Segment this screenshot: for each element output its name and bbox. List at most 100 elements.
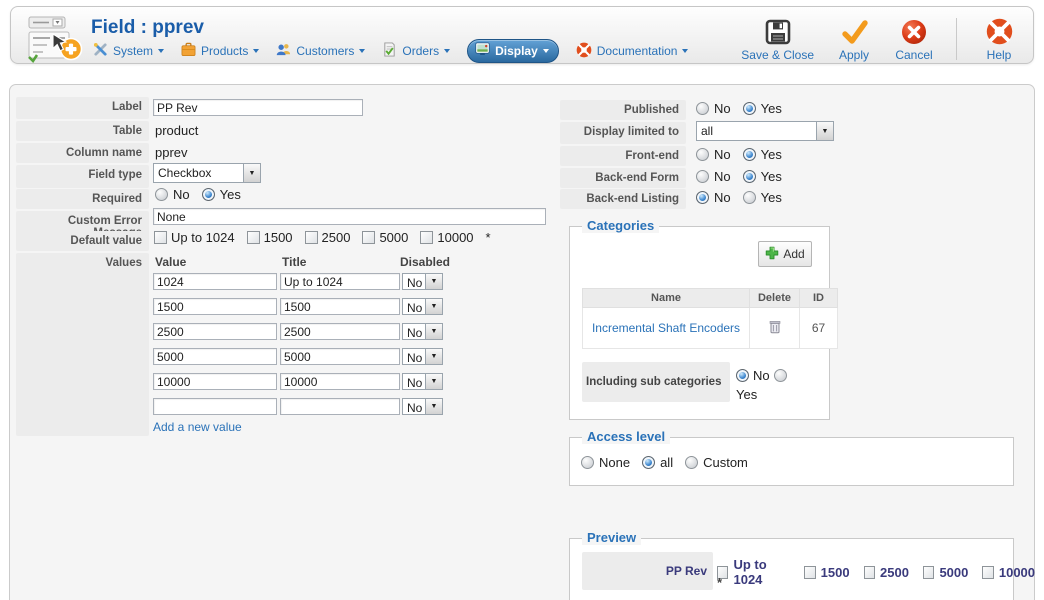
- title-input[interactable]: [280, 273, 400, 290]
- radio-yes[interactable]: [742, 170, 756, 183]
- radio-yes[interactable]: [773, 369, 787, 382]
- radio-yes[interactable]: [742, 148, 756, 161]
- chevron-down-icon: [444, 49, 451, 53]
- disabled-select[interactable]: No ▼: [402, 298, 443, 315]
- menu-orders[interactable]: Orders: [382, 42, 451, 60]
- value-input[interactable]: [153, 273, 277, 290]
- menu-label: Display: [495, 43, 538, 58]
- disabled-select[interactable]: No ▼: [402, 323, 443, 340]
- label-for-display-limited: Display limited to: [560, 122, 686, 144]
- radio-no[interactable]: [736, 369, 749, 382]
- dropdown-button[interactable]: ▼: [425, 349, 442, 364]
- dropdown-button[interactable]: ▼: [425, 399, 442, 414]
- disabled-select[interactable]: No ▼: [402, 273, 443, 290]
- dropdown-button[interactable]: ▼: [425, 274, 442, 289]
- chevron-down-icon: ▼: [430, 403, 438, 410]
- front-end-radio-group: No Yes: [696, 147, 789, 162]
- categories-legend: Categories: [582, 218, 660, 233]
- display-monitor-icon: [475, 42, 490, 59]
- values-header-title: Title: [282, 255, 307, 269]
- field-type-select[interactable]: Checkbox ▼: [153, 163, 261, 183]
- label-for-table: Table: [16, 121, 149, 141]
- dropdown-button[interactable]: ▼: [816, 122, 833, 140]
- title-input[interactable]: [280, 398, 400, 415]
- radio-custom[interactable]: [685, 456, 699, 469]
- back-end-listing-radio-group: No Yes: [696, 190, 789, 205]
- display-limited-select[interactable]: all ▼: [696, 121, 834, 141]
- lifering-icon: [576, 42, 592, 61]
- disabled-select[interactable]: No ▼: [402, 373, 443, 390]
- toolbar-divider: [956, 18, 957, 60]
- checkbox[interactable]: [246, 231, 260, 244]
- default-value-checkbox-group: Up to 1024 1500 2500 5000 10000 *: [154, 230, 491, 245]
- checkbox[interactable]: [982, 565, 994, 579]
- menu-label: Orders: [402, 44, 440, 58]
- including-sub-radio-group: No Yes: [736, 368, 808, 402]
- add-new-value-link[interactable]: Add a new value: [153, 420, 242, 434]
- radio-no[interactable]: [155, 188, 168, 201]
- checkbox[interactable]: [154, 231, 167, 244]
- radio-yes[interactable]: [742, 191, 756, 204]
- categories-table-header: Name Delete ID: [582, 288, 838, 308]
- category-link[interactable]: Incremental Shaft Encoders: [591, 321, 741, 335]
- value-input[interactable]: [153, 398, 277, 415]
- menu-display[interactable]: Display: [467, 39, 559, 63]
- title-input[interactable]: [280, 348, 400, 365]
- disabled-select[interactable]: No ▼: [402, 398, 443, 415]
- save-close-button[interactable]: Save & Close: [741, 18, 814, 62]
- checkbox[interactable]: [804, 565, 816, 579]
- radio-no[interactable]: [696, 148, 709, 161]
- disabled-select[interactable]: No ▼: [402, 348, 443, 365]
- add-category-button[interactable]: Add: [758, 241, 812, 267]
- dropdown-button[interactable]: ▼: [425, 324, 442, 339]
- header-id: ID: [799, 288, 838, 308]
- field-editor-icon: [27, 16, 83, 64]
- menu-customers[interactable]: Customers: [276, 42, 366, 60]
- title-input[interactable]: [280, 323, 400, 340]
- checkbox[interactable]: [717, 565, 729, 579]
- toolbar-label: Save & Close: [741, 48, 814, 62]
- radio-all[interactable]: [642, 456, 656, 469]
- checkbox[interactable]: [922, 565, 935, 579]
- chevron-down-icon: ▼: [430, 303, 438, 310]
- help-button[interactable]: Help: [979, 18, 1019, 62]
- title-input[interactable]: [280, 298, 400, 315]
- dropdown-button[interactable]: ▼: [243, 164, 260, 182]
- access-level-legend: Access level: [582, 429, 671, 444]
- label-for-column-name: Column name: [16, 143, 149, 163]
- radio-no[interactable]: [696, 191, 709, 204]
- menu-documentation[interactable]: Documentation: [576, 42, 689, 61]
- dropdown-button[interactable]: ▼: [425, 299, 442, 314]
- apply-button[interactable]: Apply: [834, 18, 874, 62]
- checkbox[interactable]: [420, 231, 434, 244]
- dropdown-button[interactable]: ▼: [425, 374, 442, 389]
- add-button-label: Add: [783, 247, 805, 261]
- chevron-down-icon: [682, 49, 689, 53]
- published-radio-group: No Yes: [696, 101, 789, 116]
- radio-no[interactable]: [696, 102, 709, 115]
- cancel-button[interactable]: Cancel: [894, 18, 934, 62]
- preview-field-label: PP Rev: [582, 552, 713, 590]
- radio-yes[interactable]: [742, 102, 756, 115]
- value-input[interactable]: [153, 298, 277, 315]
- radio-yes[interactable]: [201, 188, 215, 201]
- value-input[interactable]: [153, 323, 277, 340]
- value-input[interactable]: [153, 373, 277, 390]
- chevron-down-icon: [253, 49, 260, 53]
- chevron-down-icon: ▼: [430, 328, 438, 335]
- custom-error-input[interactable]: [153, 208, 546, 225]
- menu-products[interactable]: Products: [181, 42, 260, 60]
- checkbox[interactable]: [362, 231, 376, 244]
- radio-no[interactable]: [696, 170, 709, 183]
- label-input[interactable]: [153, 99, 363, 116]
- menu-system[interactable]: System: [93, 42, 165, 60]
- required-asterisk: *: [485, 230, 491, 245]
- checkbox[interactable]: [304, 231, 318, 244]
- title-input[interactable]: [280, 373, 400, 390]
- chevron-down-icon: [158, 49, 165, 53]
- radio-none[interactable]: [581, 456, 594, 469]
- trash-icon[interactable]: [769, 320, 781, 337]
- toolbar-label: Help: [986, 48, 1012, 62]
- value-input[interactable]: [153, 348, 277, 365]
- checkbox[interactable]: [863, 565, 876, 579]
